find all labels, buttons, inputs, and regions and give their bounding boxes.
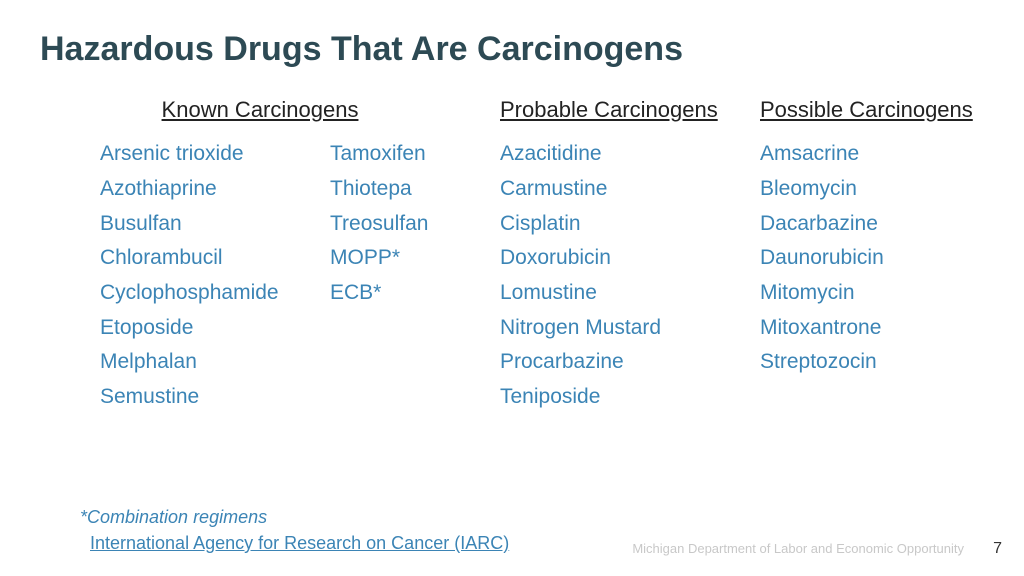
list-item: Busulfan	[100, 207, 330, 242]
list-item: ECB*	[330, 276, 490, 311]
page-number: 7	[993, 540, 1002, 558]
list-item: Mitoxantrone	[760, 311, 980, 346]
list-item: Doxorubicin	[500, 241, 760, 276]
list-item: Azothiaprine	[100, 172, 330, 207]
known-subcolumns: Arsenic trioxide Azothiaprine Busulfan C…	[100, 137, 500, 414]
list-item: Arsenic trioxide	[100, 137, 330, 172]
list-item: Lomustine	[500, 276, 760, 311]
source-link[interactable]: International Agency for Research on Can…	[90, 533, 509, 554]
list-item: Tamoxifen	[330, 137, 490, 172]
page-title: Hazardous Drugs That Are Carcinogens	[40, 30, 984, 69]
list-item: Etoposide	[100, 311, 330, 346]
probable-column: Probable Carcinogens Azacitidine Carmust…	[500, 97, 760, 415]
slide: Hazardous Drugs That Are Carcinogens Kno…	[0, 0, 1024, 576]
known-subcol-1: Arsenic trioxide Azothiaprine Busulfan C…	[100, 137, 330, 414]
list-item: Dacarbazine	[760, 207, 980, 242]
list-item: MOPP*	[330, 241, 490, 276]
footnote: *Combination regimens	[80, 507, 267, 528]
possible-header: Possible Carcinogens	[760, 97, 980, 123]
probable-header: Probable Carcinogens	[500, 97, 760, 123]
list-item: Thiotepa	[330, 172, 490, 207]
list-item: Teniposide	[500, 380, 760, 415]
list-item: Melphalan	[100, 345, 330, 380]
list-item: Bleomycin	[760, 172, 980, 207]
list-item: Semustine	[100, 380, 330, 415]
list-item: Cisplatin	[500, 207, 760, 242]
list-item: Streptozocin	[760, 345, 980, 380]
list-item: Daunorubicin	[760, 241, 980, 276]
list-item: Carmustine	[500, 172, 760, 207]
list-item: Treosulfan	[330, 207, 490, 242]
list-item: Amsacrine	[760, 137, 980, 172]
columns-container: Known Carcinogens Arsenic trioxide Azoth…	[40, 97, 984, 415]
list-item: Mitomycin	[760, 276, 980, 311]
list-item: Procarbazine	[500, 345, 760, 380]
department-label: Michigan Department of Labor and Economi…	[632, 541, 964, 556]
list-item: Nitrogen Mustard	[500, 311, 760, 346]
list-item: Cyclophosphamide	[100, 276, 330, 311]
possible-column: Possible Carcinogens Amsacrine Bleomycin…	[760, 97, 980, 415]
known-subcol-2: Tamoxifen Thiotepa Treosulfan MOPP* ECB*	[330, 137, 490, 414]
known-column: Known Carcinogens Arsenic trioxide Azoth…	[100, 97, 500, 415]
known-header: Known Carcinogens	[90, 97, 430, 123]
list-item: Azacitidine	[500, 137, 760, 172]
list-item: Chlorambucil	[100, 241, 330, 276]
